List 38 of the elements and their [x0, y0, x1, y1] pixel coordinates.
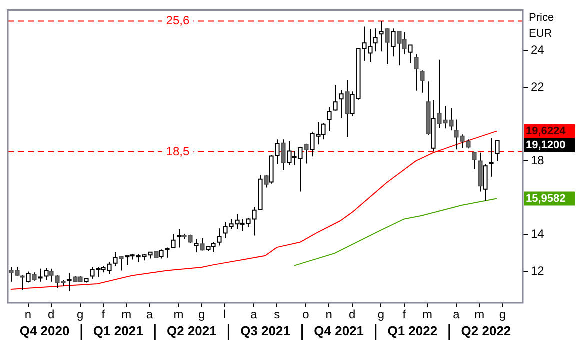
x-tick-label: d — [48, 308, 55, 322]
x-tick-label: d — [348, 308, 356, 322]
x-tick-label: a — [146, 308, 154, 322]
x-tick-label: m — [474, 308, 485, 322]
x-tick-label: m — [422, 308, 433, 322]
x-tick-label: o — [302, 308, 310, 322]
y-tick-label: 14 — [531, 227, 545, 242]
y-axis-title: Price EUR — [529, 12, 554, 40]
y-tick-label: 18 — [531, 154, 545, 168]
text: 19,6224 — [526, 125, 567, 138]
text: 19,1200 — [526, 139, 566, 152]
x-tick-label: l — [224, 308, 226, 322]
x-tick-label: a — [250, 308, 258, 322]
ref-line-label: 25,6 — [166, 14, 190, 28]
text: Q4 2020 — [20, 324, 70, 339]
text: Q2 2021 — [166, 324, 217, 339]
x-tick-label: a — [453, 308, 460, 322]
x-tick-label: f — [402, 308, 407, 322]
y-tick-label: 22 — [531, 80, 545, 94]
x-tick-label: g — [378, 308, 385, 322]
text: Q1 2022 — [388, 324, 438, 339]
x-tick-label: f — [102, 308, 106, 322]
y-tick-label: 24 — [531, 43, 545, 58]
y-tick-label: 12 — [531, 264, 545, 278]
x-tick-label: g — [76, 308, 84, 322]
x-tick-label: n — [326, 308, 332, 322]
x-tick-label: g — [198, 308, 206, 322]
text: Q1 2021 — [93, 324, 144, 339]
ref-line-label: 18,5 — [166, 144, 190, 158]
text: Q3 2021 — [240, 324, 290, 339]
x-tick-label: s — [274, 308, 280, 322]
x-tick-label: m — [122, 308, 132, 322]
x-tick-label: g — [499, 308, 506, 322]
x-tick-label: n — [24, 308, 32, 322]
text: Q4 2021 — [314, 324, 364, 339]
text: 15,9582 — [526, 192, 566, 205]
text: Q2 2022 — [461, 324, 512, 339]
x-tick-label: m — [174, 308, 184, 322]
